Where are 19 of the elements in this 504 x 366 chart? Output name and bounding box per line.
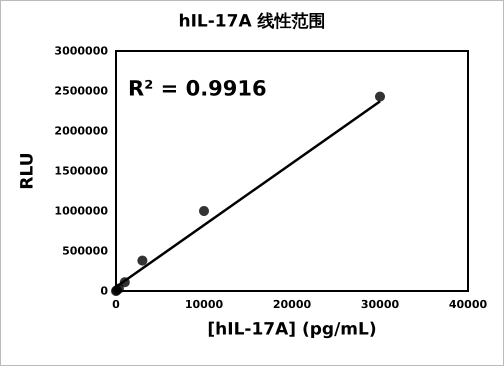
x-tick-label: 20000 [272, 298, 312, 311]
x-tick-label: 30000 [360, 298, 400, 311]
x-tick-label: 40000 [448, 298, 488, 311]
y-tick-label: 1500000 [54, 164, 108, 178]
point [137, 256, 148, 266]
y-axis-title: RLU [18, 152, 38, 190]
y-tick-label: 2000000 [54, 124, 108, 138]
y-tick-label: 0 [100, 284, 108, 298]
point [199, 206, 209, 216]
x-tick-label: 0 [112, 298, 120, 311]
y-tick-label: 1000000 [54, 204, 108, 218]
chart-title: hIL-17A 线性范围 [178, 12, 326, 32]
y-tick-label: 2500000 [54, 84, 108, 98]
y-tick-label: 3000000 [54, 44, 108, 58]
x-tick-label: 10000 [184, 298, 224, 311]
annotation: R² = 0.9916 [128, 76, 267, 100]
point [375, 92, 385, 102]
y-tick-label: 500000 [62, 244, 108, 258]
x-axis-title: [hIL-17A] (pg/mL) [207, 320, 377, 340]
